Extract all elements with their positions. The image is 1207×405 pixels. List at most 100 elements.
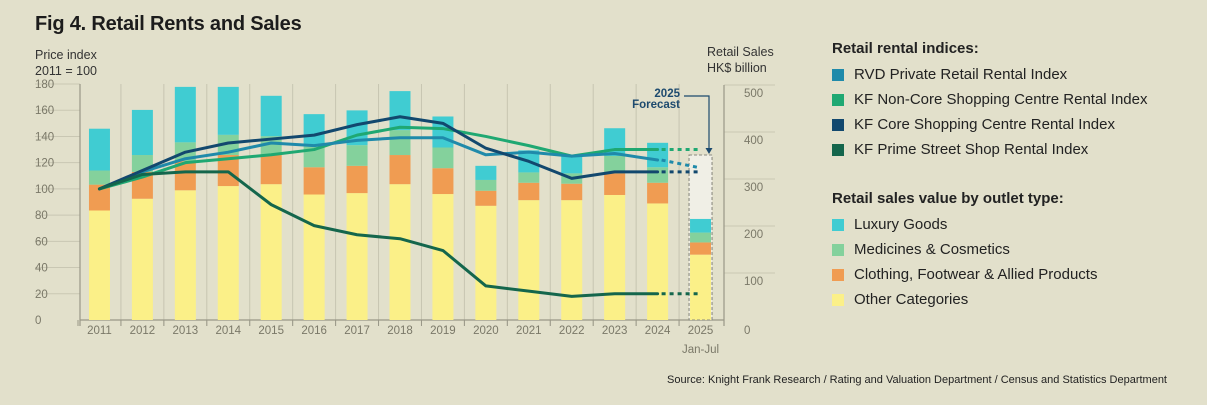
legend-rental-item: KF Non-Core Shopping Centre Rental Index xyxy=(832,87,1148,112)
bar-clothing-footwear-allied-products-2020 xyxy=(475,190,497,206)
legend-sales-item: Other Categories xyxy=(832,287,1097,312)
legend-rental-label: KF Core Shopping Centre Rental Index xyxy=(854,116,1115,133)
left-tick-label: 160 xyxy=(35,105,54,117)
legend-rental-swatch xyxy=(832,118,844,131)
bar-clothing-footwear-allied-products-2011 xyxy=(88,184,110,211)
bar-medicines-cosmetics-2017 xyxy=(346,145,368,166)
legend-sales-item: Luxury Goods xyxy=(832,212,1097,237)
x-tick-label: 2011 xyxy=(87,325,112,337)
right-tick-label: 500 xyxy=(744,88,763,100)
bar-luxury-goods-2020 xyxy=(475,165,497,180)
right-tick-label: 400 xyxy=(744,135,763,147)
legend-rental-item: KF Prime Street Shop Rental Index xyxy=(832,137,1148,162)
bar-clothing-footwear-allied-products-2019 xyxy=(432,168,454,195)
forecast-annotation-year: 2025 xyxy=(654,88,680,100)
bar-medicines-cosmetics-2021 xyxy=(518,172,540,183)
bar-luxury-goods-2012 xyxy=(131,109,153,156)
legend-sales-label: Medicines & Cosmetics xyxy=(854,241,1010,258)
chart-title: Fig 4. Retail Rents and Sales xyxy=(35,13,302,35)
legend-rental-item: KF Core Shopping Centre Rental Index xyxy=(832,112,1148,137)
left-tick-label: 20 xyxy=(35,289,48,301)
right-tick-label: 0 xyxy=(744,325,750,337)
bar-medicines-cosmetics-2019 xyxy=(432,147,454,169)
bar-other-categories-2021 xyxy=(518,200,540,320)
right-tick-label: 300 xyxy=(744,182,763,194)
bar-other-categories-2024 xyxy=(647,203,669,320)
x-tick-label: 2025 xyxy=(688,325,714,337)
legend-sales: Retail sales value by outlet type: Luxur… xyxy=(832,190,1097,312)
left-axis-label: Price index 2011 = 100 xyxy=(35,47,97,79)
bar-other-categories-2015 xyxy=(260,184,282,320)
x-tick-label: 2012 xyxy=(130,325,156,337)
source-note: Source: Knight Frank Research / Rating a… xyxy=(667,374,1167,386)
forecast-arrow-line xyxy=(684,95,710,153)
x-tick-label: 2019 xyxy=(430,325,456,337)
bar-luxury-goods-2024 xyxy=(647,142,669,168)
bar-clothing-footwear-allied-products-2023 xyxy=(604,173,626,195)
bar-medicines-cosmetics-2020 xyxy=(475,179,497,191)
legend-sales-label: Other Categories xyxy=(854,291,969,308)
x-tick-label: 2023 xyxy=(602,325,628,337)
forecast-arrow-head xyxy=(705,148,713,155)
right-axis-label-line1: Retail Sales xyxy=(707,45,774,59)
bar-luxury-goods-2014 xyxy=(217,86,239,135)
bar-luxury-goods-2018 xyxy=(389,91,411,131)
bar-other-categories-2022 xyxy=(561,200,583,320)
left-tick-label: 0 xyxy=(35,315,41,327)
bar-other-categories-2020 xyxy=(475,205,497,320)
x-tick-label: 2014 xyxy=(215,325,241,337)
bar-medicines-cosmetics-2011 xyxy=(88,170,110,185)
left-tick-label: 180 xyxy=(35,79,54,91)
line-kf-prime-street-shop-rental-index xyxy=(97,170,660,298)
bar-luxury-goods-2015 xyxy=(260,95,282,137)
forecast-annotation-label: Forecast xyxy=(632,99,680,111)
bar-luxury-goods-2011 xyxy=(88,128,110,171)
legend-rental-label: KF Non-Core Shopping Centre Rental Index xyxy=(854,91,1148,108)
legend-sales-swatch xyxy=(832,243,844,256)
x-tick-sublabel: Jan-Jul xyxy=(682,344,719,356)
left-tick-label: 80 xyxy=(35,210,48,222)
x-tick-label: 2017 xyxy=(344,325,370,337)
legend-rental-swatch xyxy=(832,68,844,81)
legend-sales-swatch xyxy=(832,268,844,281)
bar-clothing-footwear-allied-products-2013 xyxy=(174,161,196,191)
x-tick-label: 2016 xyxy=(301,325,327,337)
bar-other-categories-2019 xyxy=(432,194,454,320)
legend-rental-heading: Retail rental indices: xyxy=(832,40,979,57)
legend-sales-label: Luxury Goods xyxy=(854,216,948,233)
left-tick-label: 140 xyxy=(35,131,54,143)
left-tick-label: 100 xyxy=(35,184,54,196)
bar-other-categories-2025 xyxy=(690,254,712,320)
bar-clothing-footwear-allied-products-2016 xyxy=(303,167,325,195)
x-tick-label: 2015 xyxy=(258,325,284,337)
legend-sales-swatch xyxy=(832,218,844,231)
forecast-line-rvd-private-retail-rental-index xyxy=(661,158,701,170)
legend-sales-item: Clothing, Footwear & Allied Products xyxy=(832,262,1097,287)
legend-rental-label: RVD Private Retail Rental Index xyxy=(854,66,1068,83)
legend-sales-item: Medicines & Cosmetics xyxy=(832,237,1097,262)
x-tick-label: 2021 xyxy=(516,325,542,337)
bar-other-categories-2013 xyxy=(174,190,196,320)
bar-clothing-footwear-allied-products-2021 xyxy=(518,182,540,201)
legend-sales-swatch xyxy=(832,293,844,306)
right-tick-label: 200 xyxy=(744,229,763,241)
x-tick-label: 2022 xyxy=(559,325,585,337)
bar-other-categories-2017 xyxy=(346,193,368,320)
bar-other-categories-2016 xyxy=(303,194,325,320)
bar-other-categories-2023 xyxy=(604,194,626,320)
bar-other-categories-2012 xyxy=(131,198,153,320)
x-tick-label: 2013 xyxy=(173,325,199,337)
bar-luxury-goods-2013 xyxy=(174,86,196,143)
left-tick-label: 60 xyxy=(35,236,48,248)
bar-clothing-footwear-allied-products-2018 xyxy=(389,155,411,185)
bar-clothing-footwear-allied-products-2015 xyxy=(260,155,282,185)
right-axis-label-line2: HK$ billion xyxy=(707,61,767,75)
bar-medicines-cosmetics-2023 xyxy=(604,155,626,174)
x-tick-label: 2020 xyxy=(473,325,499,337)
bar-other-categories-2011 xyxy=(88,210,110,320)
left-tick-label: 40 xyxy=(35,263,48,275)
bar-other-categories-2014 xyxy=(217,186,239,320)
legend-sales-label: Clothing, Footwear & Allied Products xyxy=(854,266,1098,283)
bar-clothing-footwear-allied-products-2017 xyxy=(346,165,368,194)
